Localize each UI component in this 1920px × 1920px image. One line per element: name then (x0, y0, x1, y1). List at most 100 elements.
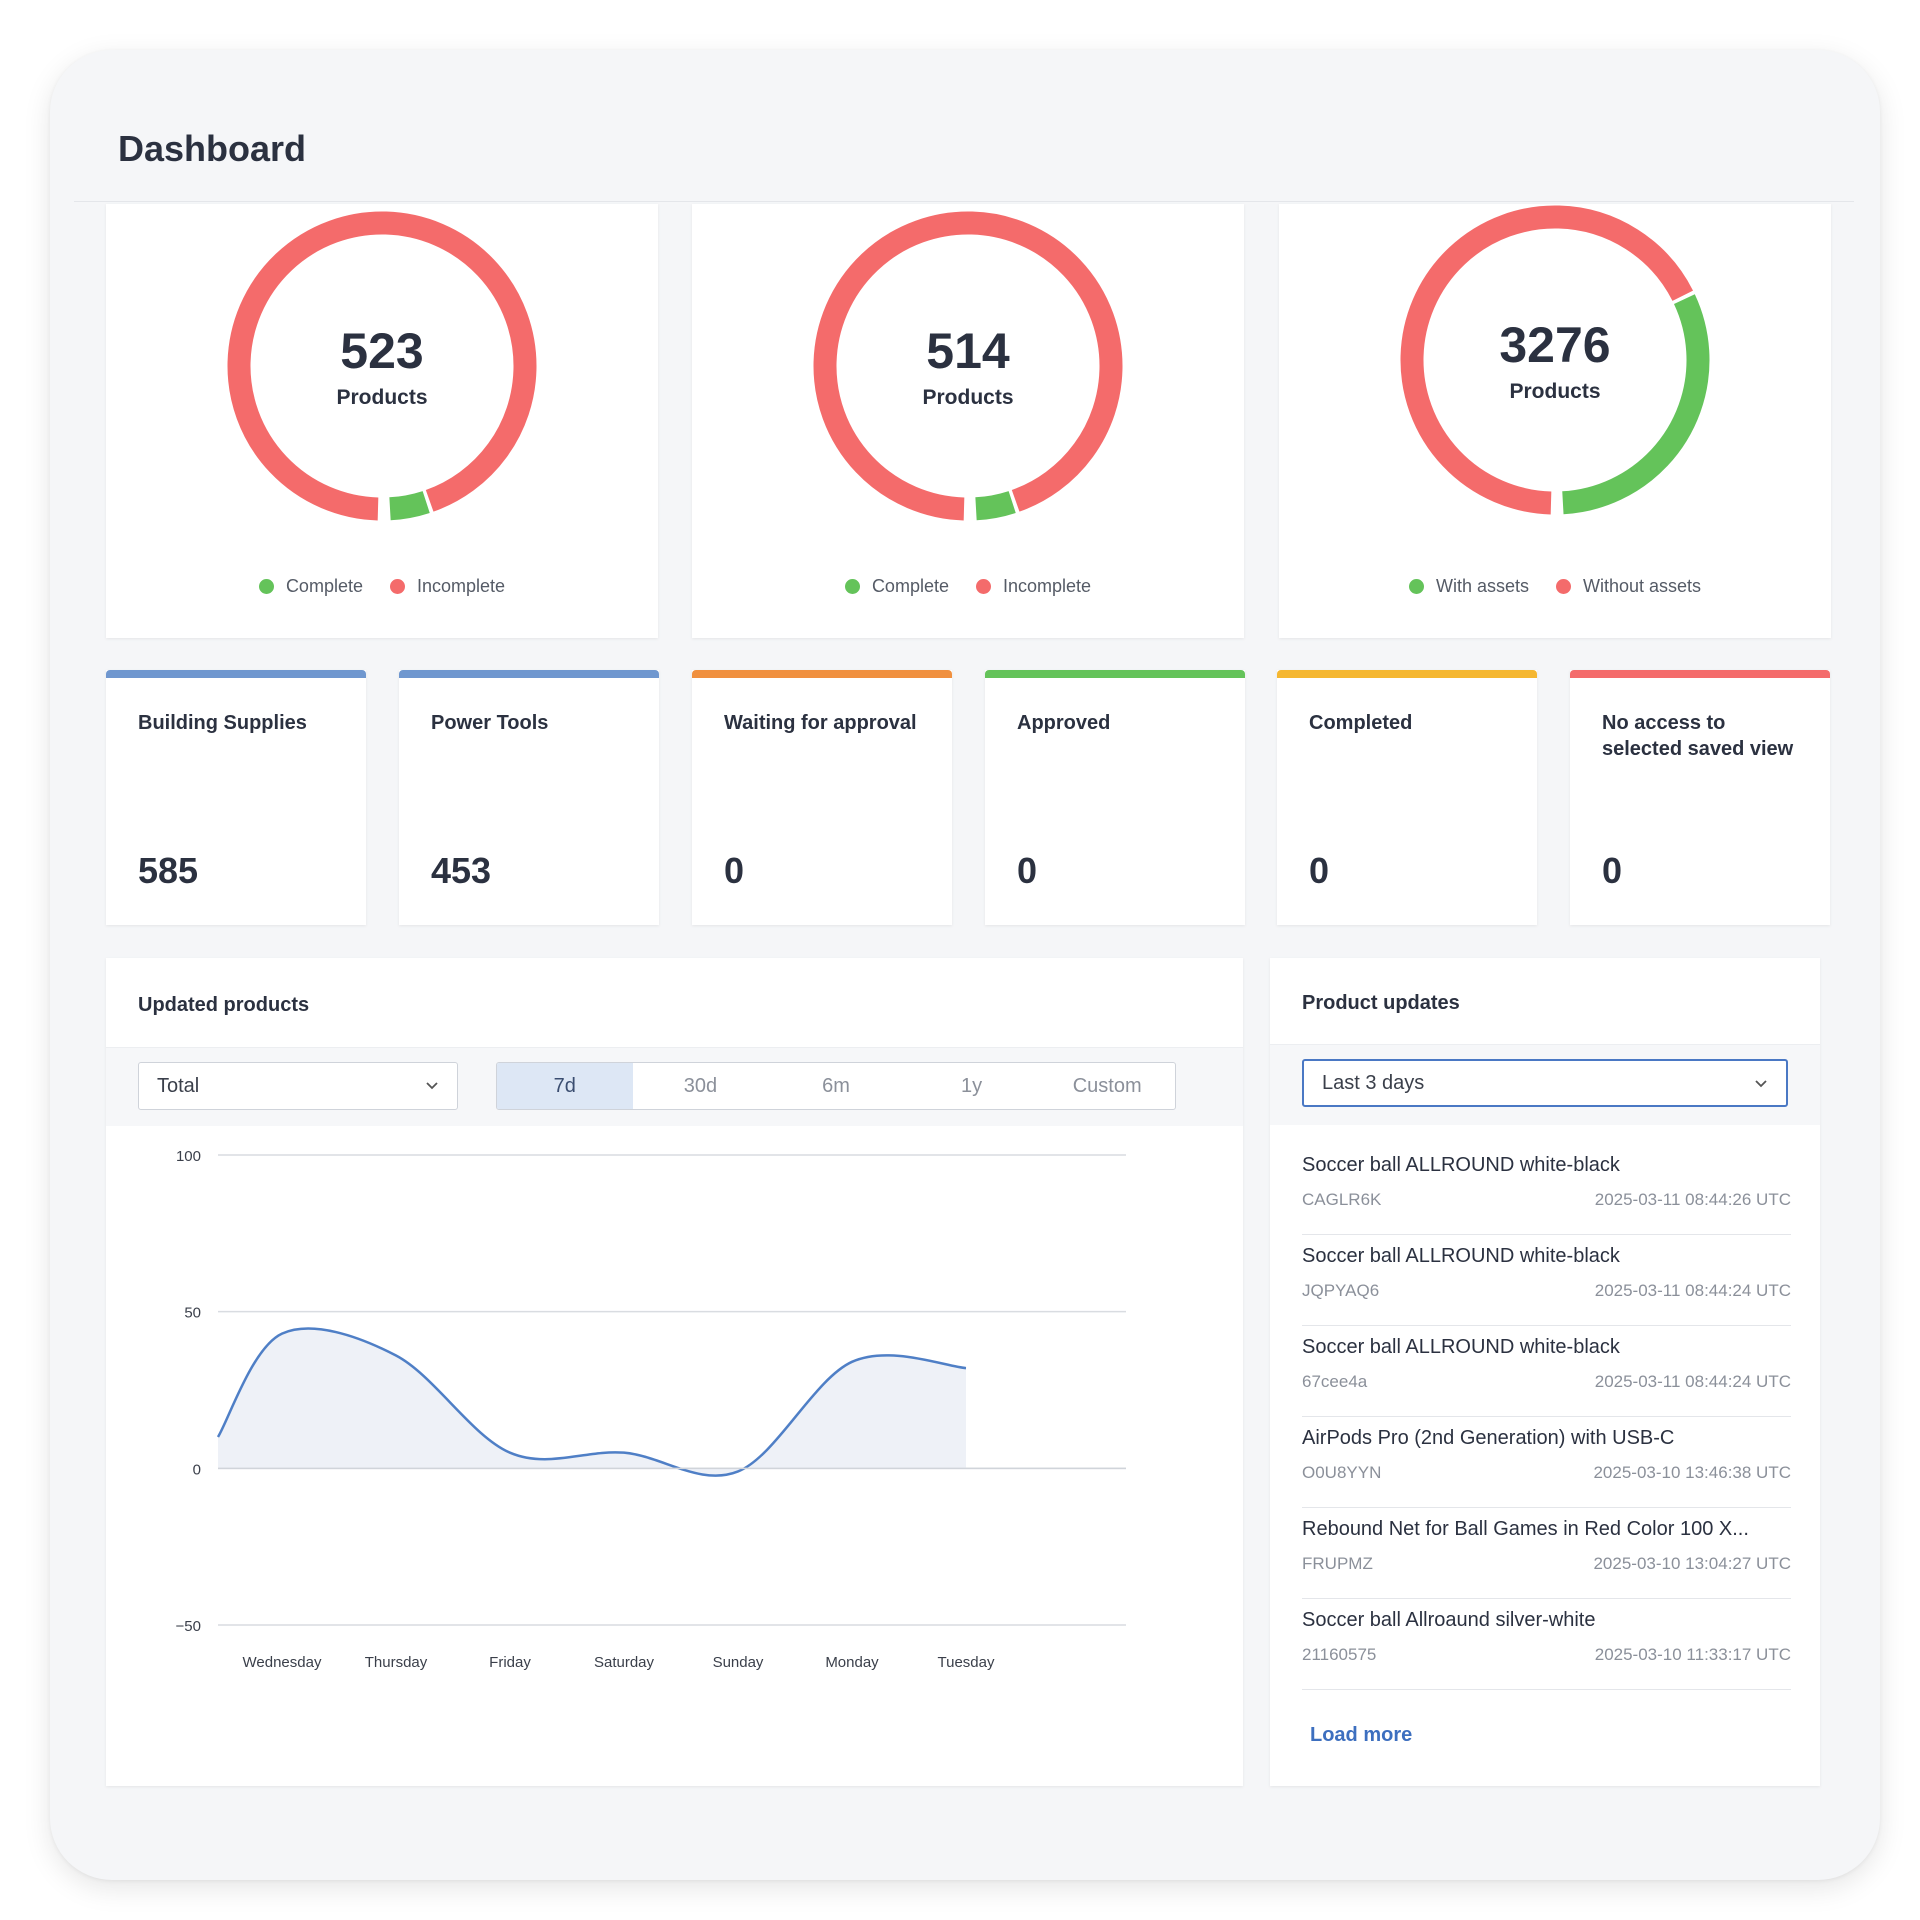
donut-card-1: 523 Products (106, 204, 658, 638)
green-dot-icon (844, 579, 860, 594)
x-tick-label: Wednesday (243, 1654, 322, 1671)
y-tick-label: 100 (176, 1148, 201, 1165)
product-timestamp: 2025-03-11 08:44:24 UTC (1594, 1372, 1791, 1391)
updated-products-card: Updated products Total 7d 30d 6m 1y Cust… (106, 958, 1243, 1786)
range-1y[interactable]: 1y (961, 1075, 983, 1097)
stat-color-bar (106, 670, 366, 678)
legend-item-incomplete: Incomplete (976, 576, 1091, 597)
period-select-value: Last 3 days (1322, 1072, 1425, 1094)
product-code: JQPYAQ6 (1302, 1281, 1380, 1300)
range-custom[interactable]: Custom (1072, 1075, 1142, 1097)
product-timestamp: 2025-03-11 08:44:24 UTC (1594, 1281, 1791, 1300)
series-area (218, 1328, 966, 1476)
product-timestamp: 2025-03-10 13:04:27 UTC (1593, 1554, 1791, 1573)
donut-chart-1 (227, 211, 537, 521)
green-dot-icon (258, 579, 274, 594)
product-timestamp: 2025-03-10 11:33:17 UTC (1594, 1645, 1791, 1664)
stat-card-completed[interactable]: Completed 0 (1277, 670, 1537, 925)
stat-color-bar (692, 670, 952, 678)
page-title: Dashboard (118, 128, 307, 169)
stat-card-power-tools[interactable]: Power Tools 453 (399, 670, 659, 925)
y-tick-label: −50 (176, 1618, 201, 1635)
stat-card-approved[interactable]: Approved 0 (985, 670, 1245, 925)
y-tick-label: 0 (193, 1461, 201, 1478)
list-item[interactable]: Rebound Net for Ball Games in Red Color … (1302, 1508, 1791, 1599)
stat-card-building-supplies[interactable]: Building Supplies 585 (106, 670, 366, 925)
legend-item-incomplete: Incomplete (390, 576, 505, 597)
stat-value: 0 (724, 850, 745, 891)
donut-with-assets-arc (1400, 205, 1710, 515)
stat-card-no-access[interactable]: No access to selected saved view 0 (1570, 670, 1830, 925)
stat-card-waiting-for-approval[interactable]: Waiting for approval 0 (692, 670, 952, 925)
list-item[interactable]: Soccer ball Allroaund silver-white 21160… (1302, 1599, 1791, 1690)
product-code: 21160575 (1302, 1645, 1377, 1664)
donut-label: Products (922, 386, 1014, 409)
product-code: 67cee4a (1302, 1372, 1368, 1391)
list-item[interactable]: AirPods Pro (2nd Generation) with USB-C … (1302, 1417, 1791, 1508)
stat-label: Power Tools (431, 712, 549, 734)
green-dot-icon (1408, 579, 1424, 594)
stat-label: Completed (1309, 712, 1413, 734)
stat-label: Approved (1017, 712, 1111, 734)
stat-color-bar (399, 670, 659, 678)
legend-item-without-assets: Without assets (1556, 576, 1701, 597)
stat-value: 0 (1017, 850, 1038, 891)
product-name: AirPods Pro (2nd Generation) with USB-C (1302, 1427, 1675, 1449)
product-name: Soccer ball ALLROUND white-black (1302, 1245, 1620, 1267)
donut-chart-2 (813, 211, 1123, 521)
list-item[interactable]: Soccer ball ALLROUND white-black CAGLR6K… (1302, 1144, 1791, 1235)
legend-item-with-assets: With assets (1408, 576, 1529, 597)
donut-card-3: 3276 Products (1279, 204, 1831, 638)
range-segmented-control: 7d 30d 6m 1y Custom (496, 1062, 1176, 1110)
donut-value: 514 (926, 323, 1010, 379)
product-updates-list: Soccer ball ALLROUND white-black CAGLR6K… (1302, 1144, 1791, 1690)
donut-legend-2: Complete Incomplete (692, 576, 1244, 599)
x-tick-label: Monday (825, 1654, 879, 1671)
red-dot-icon (1556, 579, 1571, 594)
list-item[interactable]: Soccer ball ALLROUND white-black 67cee4a… (1302, 1326, 1791, 1417)
product-timestamp: 2025-03-10 13:46:38 UTC (1593, 1463, 1791, 1482)
range-30d[interactable]: 30d (683, 1075, 718, 1097)
donut-legend-3: With assets Without assets (1279, 576, 1831, 599)
stat-value: 453 (431, 850, 492, 891)
range-6m[interactable]: 6m (822, 1075, 850, 1097)
donut-complete-arc (227, 211, 537, 521)
product-name: Soccer ball Allroaund silver-white (1302, 1609, 1596, 1631)
product-code: O0U8YYN (1302, 1463, 1382, 1482)
product-updates-toolbar: Last 3 days (1270, 1044, 1820, 1125)
list-item[interactable]: Soccer ball ALLROUND white-black JQPYAQ6… (1302, 1235, 1791, 1326)
product-name: Soccer ball ALLROUND white-black (1302, 1336, 1620, 1358)
stat-label: Waiting for approval (724, 712, 917, 734)
legend-item-complete: Complete (844, 576, 949, 597)
product-updates-card: Product updates Last 3 days Soccer ball … (1270, 958, 1820, 1786)
stat-value: 0 (1309, 850, 1330, 891)
load-more-link[interactable]: Load more (1310, 1724, 1413, 1746)
chart-toolbar: Total 7d 30d 6m 1y Custom (106, 1047, 1243, 1126)
red-dot-icon (976, 579, 991, 594)
donut-card-2: 514 Products (692, 204, 1244, 638)
donut-legend-1: Complete Incomplete (106, 576, 658, 599)
stat-color-bar (1277, 670, 1537, 678)
donut-value: 523 (340, 323, 424, 379)
x-tick-label: Sunday (713, 1654, 764, 1671)
metric-select[interactable]: Total (138, 1062, 458, 1110)
donut-label: Products (336, 386, 428, 409)
stat-color-bar (985, 670, 1245, 678)
stat-color-bar (1570, 670, 1830, 678)
donut-value: 3276 (1499, 317, 1611, 373)
x-tick-label: Friday (489, 1654, 531, 1671)
y-tick-label: 50 (184, 1305, 201, 1322)
updated-products-title: Updated products (138, 994, 310, 1016)
x-tick-label: Tuesday (938, 1654, 995, 1671)
x-tick-label: Thursday (365, 1654, 428, 1671)
donut-chart-3 (1400, 205, 1710, 515)
stat-label: Building Supplies (138, 712, 307, 734)
product-updates-title: Product updates (1302, 992, 1460, 1014)
stat-label: No access to selected saved view (1602, 712, 1794, 760)
period-select[interactable]: Last 3 days (1302, 1059, 1788, 1107)
product-name: Rebound Net for Ball Games in Red Color … (1302, 1518, 1749, 1540)
metric-select-value: Total (157, 1075, 200, 1097)
product-timestamp: 2025-03-11 08:44:26 UTC (1594, 1190, 1791, 1209)
range-7d[interactable]: 7d (497, 1063, 633, 1109)
series-line (216, 1327, 967, 1477)
